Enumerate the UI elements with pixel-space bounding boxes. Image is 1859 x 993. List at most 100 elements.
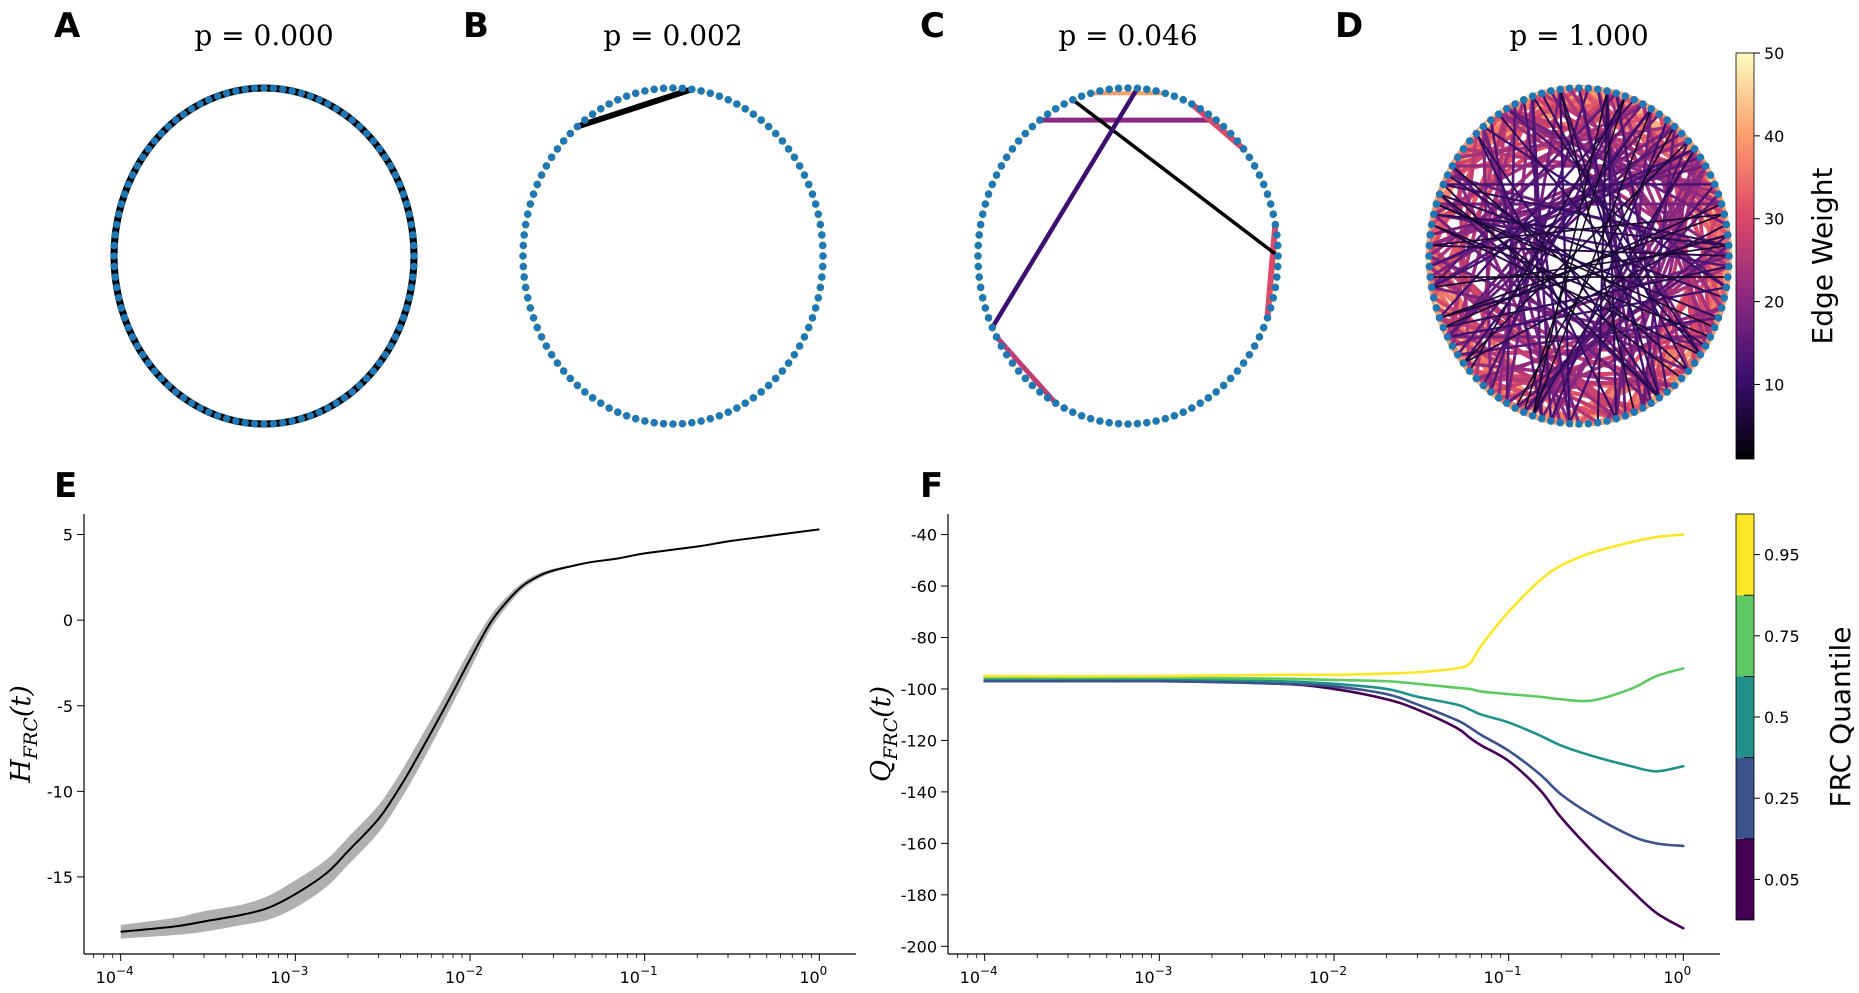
frc-colorbar-tick-label: 0.25: [1764, 789, 1800, 808]
panel-title-b: p = 0.002: [603, 19, 742, 52]
net-c-node: [1077, 92, 1086, 101]
net-b-node: [526, 304, 535, 312]
net-d-chord-edge: [1522, 183, 1716, 414]
net-a-node: [120, 190, 129, 198]
net-b-node: [811, 200, 820, 208]
net-c-node: [997, 162, 1006, 170]
net-c-node: [1051, 104, 1060, 113]
chart-f-y-tick-label: -80: [911, 629, 937, 648]
net-d-node: [1453, 153, 1462, 162]
net-c-node: [1263, 190, 1272, 198]
net-d-chord-edge: [1549, 118, 1669, 423]
net-b-node: [757, 116, 765, 124]
net-b-node: [523, 293, 532, 302]
chart-e-y-tick-label: 0: [63, 611, 73, 630]
net-d-node: [1487, 116, 1495, 124]
net-d-node: [1696, 153, 1705, 162]
net-d-chord-edge: [1577, 86, 1653, 405]
net-d-node: [1677, 374, 1686, 383]
net-b-node: [559, 367, 568, 375]
net-a-node: [114, 210, 123, 219]
net-a-node: [157, 374, 166, 383]
net-a-node: [306, 92, 315, 101]
chart-f-y-tick-label: -60: [911, 577, 937, 596]
net-b-node: [811, 304, 820, 312]
net-a-node: [222, 414, 231, 423]
net-a-node: [164, 381, 173, 390]
net-a-node: [111, 273, 119, 281]
net-c-node: [978, 210, 987, 219]
net-b-node: [808, 314, 817, 322]
net-d-node: [1432, 304, 1441, 312]
net-b-node: [537, 171, 546, 179]
net-c-node: [1273, 273, 1281, 281]
net-c-node: [988, 180, 997, 189]
net-d-chord-edge: [1438, 213, 1726, 319]
net-a-node: [269, 84, 278, 93]
net-d-node: [1427, 220, 1436, 229]
chart-f-y-axis-label: QFRC(t): [866, 686, 902, 782]
net-a-node: [138, 350, 147, 359]
panel-letter-d: D: [1335, 6, 1363, 46]
net-d-node: [1459, 359, 1468, 367]
edge-colorbar-tick-label: 40: [1764, 127, 1784, 146]
net-b-node: [749, 110, 758, 118]
net-c-node: [981, 304, 990, 312]
net-c-node: [1096, 87, 1104, 95]
net-b-node: [566, 374, 575, 383]
net-a-node: [395, 180, 404, 189]
net-b-node: [659, 419, 668, 428]
net-b-node: [741, 104, 750, 113]
net-a-node: [340, 394, 349, 402]
net-a-node: [269, 419, 278, 428]
net-b-node: [566, 129, 575, 138]
net-b-node: [650, 85, 658, 94]
net-d-node: [1724, 231, 1732, 239]
net-a-node: [204, 95, 213, 104]
chart-f-quantile-line: [983, 533, 1685, 678]
net-a-node: [112, 283, 121, 292]
net-a-node: [196, 404, 204, 412]
net-d-chord-edge: [1489, 118, 1543, 420]
net-b-node: [519, 252, 527, 260]
frc-colorbar-segment: [1736, 676, 1754, 758]
net-c-node: [1196, 104, 1205, 113]
net-b-node: [800, 171, 809, 179]
net-d-node: [1647, 104, 1656, 113]
chart-f-quantile-line: [983, 679, 1685, 848]
net-b-node: [613, 408, 622, 417]
net-a-node: [133, 342, 142, 350]
net-a-node: [110, 252, 118, 260]
net-b-node: [529, 190, 538, 198]
net-a-node: [288, 417, 296, 425]
net-a-node: [381, 153, 390, 162]
net-b-node: [715, 411, 724, 420]
net-c-node: [1273, 231, 1281, 239]
chart-f-quantile-line: [983, 667, 1685, 703]
net-d-node: [1472, 129, 1481, 138]
net-b-node: [814, 293, 823, 302]
net-a-node: [407, 220, 416, 229]
net-a-node: [232, 417, 240, 425]
net-d-node: [1647, 399, 1656, 408]
net-a-node: [144, 359, 153, 367]
chart-e-confidence-band: [120, 528, 820, 939]
panel-title-c: p = 0.046: [1058, 19, 1197, 52]
panel-letter-b: B: [463, 6, 489, 46]
net-c-node: [1255, 171, 1264, 179]
net-c-node: [1133, 84, 1142, 93]
net-d-node: [1690, 145, 1699, 153]
net-c-node: [984, 314, 993, 322]
net-d-node: [1670, 381, 1679, 390]
net-c-node: [1274, 252, 1282, 260]
net-c-node: [1273, 241, 1282, 250]
net-b-node: [678, 419, 687, 428]
net-b-node: [542, 162, 551, 170]
edge-weight-colorbar-gradient: [1735, 52, 1755, 460]
net-d-node: [1593, 418, 1602, 427]
chart-e-y-tick-label: -15: [47, 868, 73, 887]
net-b-node: [697, 417, 705, 425]
frc-colorbar-tick-label: 0.5: [1764, 708, 1789, 727]
net-c-node: [1259, 180, 1268, 189]
net-b-node: [573, 381, 582, 390]
